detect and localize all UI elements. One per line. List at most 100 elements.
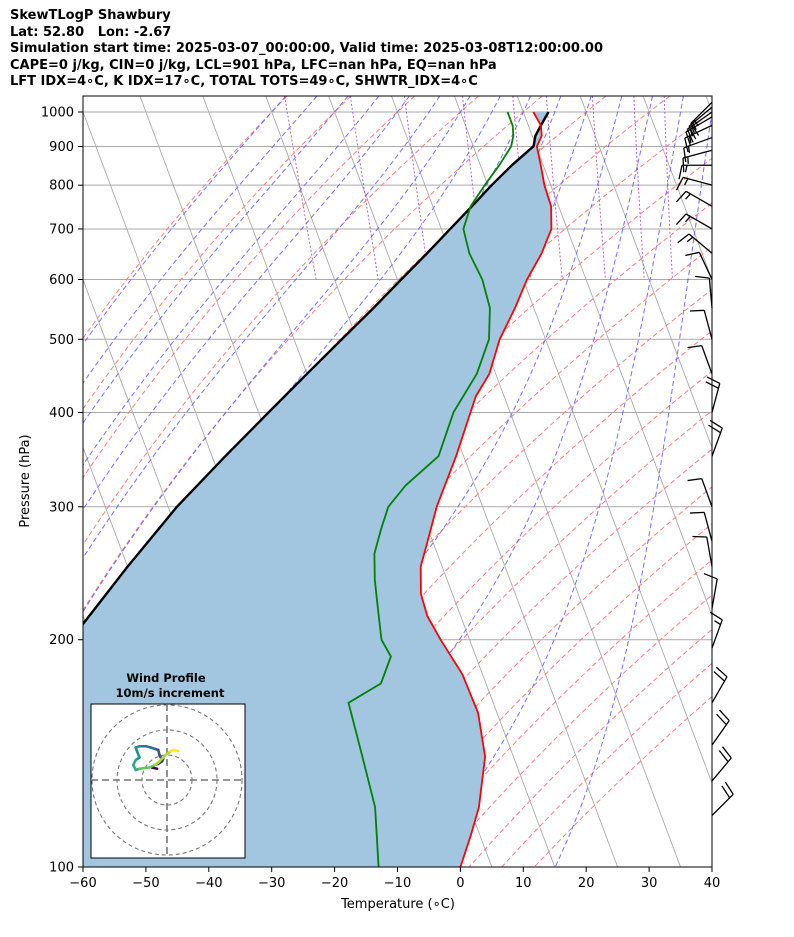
moist-adiabat-line xyxy=(83,96,287,345)
cin-shading-region xyxy=(83,112,552,867)
wind-barb-flag xyxy=(677,233,690,244)
hodograph-title: Wind Profile xyxy=(126,671,206,685)
wind-barb-half-flag xyxy=(684,165,688,173)
dry-adiabat-line xyxy=(240,370,712,867)
title-location: Lat: 52.80 Lon: -2.67 xyxy=(10,24,172,40)
chart-title: SkewTLogP Shawbury Lat: 52.80 Lon: -2.67… xyxy=(10,8,603,91)
moist-adiabat-line xyxy=(83,96,380,466)
wind-barb-flag xyxy=(703,572,718,580)
moist-adiabat-line xyxy=(554,108,712,867)
wind-barb xyxy=(675,176,713,191)
wind-barb-flag xyxy=(709,419,723,429)
wind-barb xyxy=(689,309,713,340)
wind-barb-flag xyxy=(687,344,702,349)
wind-barb-half-flag xyxy=(714,620,721,626)
title-station: SkewTLogP Shawbury xyxy=(10,8,171,23)
mixing-ratio-line xyxy=(403,96,430,280)
dewpoint-profile-line xyxy=(347,111,515,867)
wind-barb xyxy=(711,781,734,816)
wind-barb-staff xyxy=(711,619,723,649)
wind-barb-flag xyxy=(678,165,683,180)
temperature-profile-line xyxy=(419,111,553,867)
dry-adiabat-line xyxy=(83,96,479,546)
parcel-profile-line xyxy=(83,111,550,626)
wind-barb xyxy=(703,572,718,609)
wind-barb-staff xyxy=(701,478,713,507)
wind-barb-flag xyxy=(716,713,727,726)
dry-adiabat-line xyxy=(175,288,712,867)
y-tick-label: 700 xyxy=(49,222,74,237)
x-tick-label: −40 xyxy=(195,876,222,891)
dry-adiabat-line xyxy=(142,246,712,867)
y-axis-label: Pressure (hPa) xyxy=(18,434,33,527)
wind-barb-staff xyxy=(703,512,713,542)
wind-barb-flag xyxy=(689,511,705,514)
wind-barb xyxy=(687,344,713,375)
wind-barb xyxy=(678,164,712,180)
wind-barb-staff xyxy=(711,578,718,609)
wind-barb xyxy=(675,213,713,230)
moist-adiabat-line xyxy=(83,96,441,559)
moist-adiabat-line xyxy=(83,96,501,675)
dry-adiabat-line xyxy=(273,410,712,867)
wind-barb xyxy=(711,746,732,782)
wind-barb xyxy=(708,419,723,457)
hodograph-segment xyxy=(173,748,180,753)
isotherm-line xyxy=(516,96,712,617)
mixing-ratio-line xyxy=(591,96,606,280)
x-tick-label: −10 xyxy=(384,876,411,891)
isotherm-line xyxy=(391,96,681,867)
wind-barb-flag xyxy=(684,137,689,153)
wind-barb-half-flag xyxy=(687,146,691,154)
axis-ticks: −60 −50 −40 −30 −20 −10 0 10 20 30 40 1000 900 800 700… xyxy=(41,105,720,891)
wind-barb xyxy=(687,477,713,507)
dry-adiabat-line xyxy=(110,202,712,867)
wind-barb-half-flag xyxy=(688,135,692,144)
wind-barb-flag xyxy=(721,785,731,799)
mixing-ratio-line xyxy=(633,96,645,280)
moist-adiabat-line xyxy=(289,96,653,867)
wind-barb-flag xyxy=(709,611,723,621)
x-tick-label: −50 xyxy=(132,876,159,891)
wind-barb-flag xyxy=(675,190,687,203)
wind-barb xyxy=(692,535,713,567)
wind-barb-flag xyxy=(721,746,732,759)
wind-barb-flag xyxy=(718,709,730,722)
wind-barb-half-flag xyxy=(685,193,691,200)
y-tick-label: 100 xyxy=(49,861,74,876)
y-tick-label: 1000 xyxy=(41,105,74,120)
moist-adiabat-line xyxy=(83,96,471,613)
x-tick-label: 30 xyxy=(641,876,658,891)
x-tick-label: −30 xyxy=(258,876,285,891)
x-axis-label: Temperature (∘C) xyxy=(340,897,455,912)
mixing-ratio-line xyxy=(349,96,379,280)
moist-adiabat-line xyxy=(83,96,349,424)
x-tick-label: 0 xyxy=(456,876,464,891)
hodograph-inset: Wind Profile 10m/s increment xyxy=(90,671,246,859)
title-indices-2: LFT IDX=4∘C, K IDX=17∘C, TOTAL TOTS=49∘C… xyxy=(10,74,478,89)
wind-barb xyxy=(677,233,713,254)
wind-barb-half-flag xyxy=(686,236,694,243)
title-times: Simulation start time: 2025-03-07_00:00:… xyxy=(10,41,603,56)
wind-barb-flag xyxy=(687,477,702,482)
wind-barbs xyxy=(675,101,734,816)
dry-adiabat-line xyxy=(83,96,543,612)
isotherm-line xyxy=(642,96,712,282)
y-tick-label: 200 xyxy=(49,633,74,648)
wind-barb xyxy=(684,124,713,153)
isotherm-line xyxy=(769,96,794,867)
wind-barb-staff xyxy=(711,427,723,457)
dry-adiabat-line xyxy=(83,96,352,410)
y-tick-label: 500 xyxy=(49,333,74,348)
y-tick-label: 600 xyxy=(49,273,74,288)
wind-barb-flag xyxy=(675,213,687,226)
dry-adiabat-line xyxy=(83,96,416,479)
wind-barb-flag xyxy=(685,251,700,257)
wind-barb-flag xyxy=(688,126,697,140)
moist-adiabat-line xyxy=(83,96,318,384)
dry-adiabat-line xyxy=(305,448,712,867)
hodograph-plot xyxy=(91,704,245,858)
wind-barb-flag xyxy=(715,666,728,678)
hodograph-subtitle: 10m/s increment xyxy=(116,686,225,700)
isotherm-line xyxy=(579,96,712,449)
